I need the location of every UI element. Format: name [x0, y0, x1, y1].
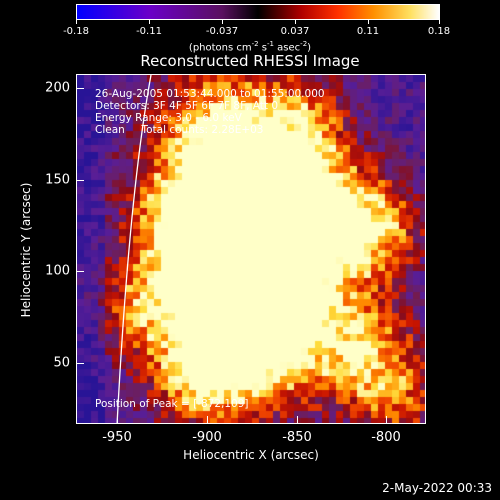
y-tickmark	[76, 180, 84, 181]
info-peak-position: Position of Peak = [-872,109]	[95, 398, 249, 410]
colorbar-tick-label: 0.037	[280, 26, 310, 37]
colorbar-tick-label: -0.037	[205, 26, 239, 37]
x-tick-label: -950	[102, 430, 132, 445]
info-clean-counts: Clean Total counts: 2.28E+03	[95, 124, 264, 136]
colorbar-tickmark	[149, 20, 150, 24]
x-tickmark	[386, 416, 387, 424]
info-detectors: Detectors: 3F 4F 5F 6F 7F 8F, Att 0	[95, 100, 279, 112]
x-tick-label: -900	[192, 430, 222, 445]
datestamp: 2-May-2022 00:33	[382, 481, 492, 495]
info-time-range: 26-Aug-2005 01:53:44.000 to 01:55:00.000	[95, 88, 325, 100]
plot-title: Reconstructed RHESSI Image	[140, 52, 360, 70]
colorbar-units: (photons cm-2 s-1 asec-2)	[188, 40, 312, 54]
colorbar-tick-label: -0.11	[136, 26, 162, 37]
x-tick-label: -850	[282, 430, 312, 445]
y-tickmark	[76, 271, 84, 272]
y-tick-label: 100	[45, 263, 70, 279]
rhessi-image-heatmap	[77, 75, 425, 423]
colorbar-tickmark	[295, 20, 296, 24]
y-tickmark	[76, 88, 84, 89]
y-axis-label: Heliocentric Y (arcsec)	[19, 182, 33, 318]
colorbar-tickmark	[439, 20, 440, 24]
y-tickmark	[76, 363, 84, 364]
x-tickmark	[117, 416, 118, 424]
x-tickmark	[297, 416, 298, 424]
y-tick-label: 200	[45, 80, 70, 96]
colorbar-tickmark	[368, 20, 369, 24]
x-axis-label: Heliocentric X (arcsec)	[183, 448, 319, 462]
y-tick-label: 150	[45, 172, 70, 188]
info-energy-range: Energy Range: 3.0 - 6.0 keV	[95, 112, 242, 124]
solar-limb-line	[116, 75, 152, 423]
y-tick-label: 50	[53, 355, 70, 371]
solar-limb-overlay	[116, 75, 152, 423]
colorbar-tick-label: 0.11	[356, 26, 380, 37]
colorbar	[76, 4, 440, 20]
colorbar-tick-label: 0.18	[427, 26, 451, 37]
plot-area	[76, 74, 426, 424]
x-tick-label: -800	[371, 430, 401, 445]
colorbar-tickmark	[76, 20, 77, 24]
colorbar-tick-label: -0.18	[63, 26, 89, 37]
x-tickmark	[207, 416, 208, 424]
colorbar-tickmark	[222, 20, 223, 24]
